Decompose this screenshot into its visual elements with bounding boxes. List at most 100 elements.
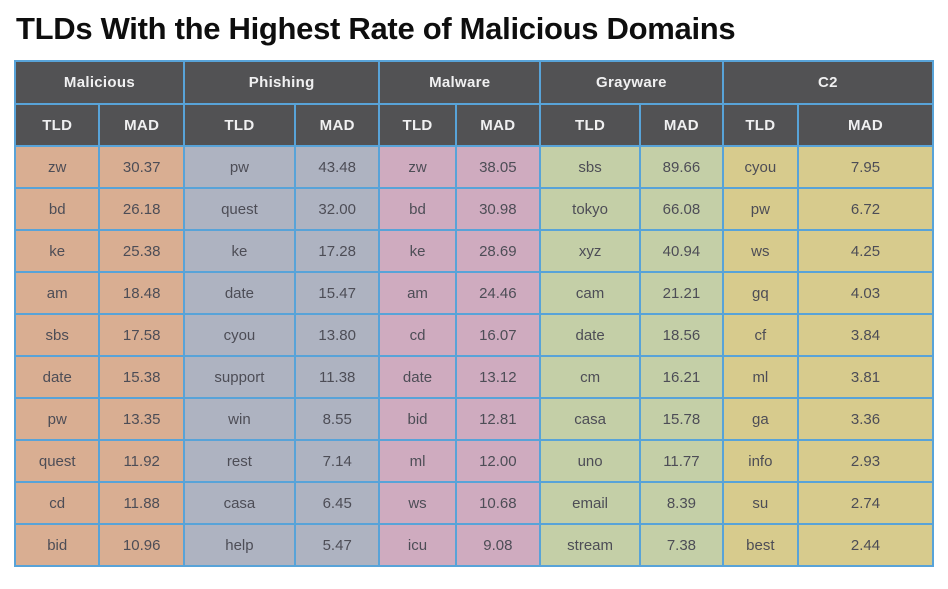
- tld-cell: am: [378, 271, 457, 316]
- mad-cell: 9.08: [454, 523, 542, 568]
- tld-cell: casa: [182, 481, 296, 526]
- tld-cell: win: [182, 397, 296, 442]
- tld-cell: zw: [13, 145, 101, 190]
- tld-cell: bd: [13, 187, 101, 232]
- mad-cell: 43.48: [293, 145, 381, 190]
- mad-cell: 13.12: [454, 355, 542, 400]
- mad-cell: 66.08: [639, 187, 724, 232]
- tld-cell: bid: [378, 397, 457, 442]
- tld-cell: icu: [378, 523, 457, 568]
- tld-cell: zw: [378, 145, 457, 190]
- group-header-malware: Malware: [378, 60, 542, 106]
- mad-cell: 16.07: [454, 313, 542, 358]
- mad-cell: 17.58: [98, 313, 185, 358]
- tld-cell: cyou: [721, 145, 799, 190]
- mad-cell: 16.21: [639, 355, 724, 400]
- table-row: zw 30.37 pw 43.48 zw 38.05 sbs 89.66 cyou 7.95: [13, 145, 935, 190]
- table-body: zw 30.37 pw 43.48 zw 38.05 sbs 89.66 cyou 7.95 bd 2…: [13, 145, 935, 568]
- tld-cell: cf: [721, 313, 799, 358]
- mad-cell: 12.81: [454, 397, 542, 442]
- group-header-grayware: Grayware: [539, 60, 724, 106]
- mad-cell: 11.38: [293, 355, 381, 400]
- tld-cell: best: [721, 523, 799, 568]
- mad-cell: 15.78: [639, 397, 724, 442]
- mad-cell: 7.14: [293, 439, 381, 484]
- mad-cell: 32.00: [293, 187, 381, 232]
- mad-cell: 2.74: [796, 481, 935, 526]
- tld-cell: info: [721, 439, 799, 484]
- mad-cell: 5.47: [293, 523, 381, 568]
- mad-cell: 26.18: [98, 187, 185, 232]
- sub-header-tld: TLD: [378, 103, 457, 148]
- group-header-row: Malicious Phishing Malware Grayware C2: [14, 60, 935, 106]
- mad-cell: 8.55: [293, 397, 381, 442]
- tld-cell: ke: [13, 229, 101, 274]
- group-header-c2: C2: [721, 60, 935, 106]
- table-row: sbs 17.58 cyou 13.80 cd 16.07 date 18.56 cf 3.84: [13, 313, 935, 358]
- sub-header-tld: TLD: [539, 103, 642, 148]
- sub-header-tld: TLD: [721, 103, 799, 148]
- tld-cell: sbs: [13, 313, 101, 358]
- sub-header-tld: TLD: [13, 103, 101, 148]
- tld-cell: cm: [539, 355, 642, 400]
- group-header-phishing: Phishing: [182, 60, 381, 106]
- tld-mad-table: Malicious Phishing Malware Grayware C2 T…: [13, 60, 935, 568]
- table-row: pw 13.35 win 8.55 bid 12.81 casa 15.78 ga 3.36: [13, 397, 935, 442]
- table-header: Malicious Phishing Malware Grayware C2 T…: [13, 60, 935, 148]
- mad-cell: 10.68: [454, 481, 542, 526]
- tld-cell: gq: [721, 271, 799, 316]
- mad-cell: 11.77: [639, 439, 724, 484]
- tld-cell: su: [721, 481, 799, 526]
- mad-cell: 18.48: [98, 271, 185, 316]
- mad-cell: 7.38: [639, 523, 724, 568]
- mad-cell: 6.45: [293, 481, 381, 526]
- table-row: cd 11.88 casa 6.45 ws 10.68 email 8.39 su 2.74: [13, 481, 935, 526]
- mad-cell: 25.38: [98, 229, 185, 274]
- mad-cell: 11.92: [98, 439, 185, 484]
- mad-cell: 7.95: [796, 145, 935, 190]
- tld-cell: date: [182, 271, 296, 316]
- mad-cell: 13.80: [293, 313, 381, 358]
- tld-cell: bid: [13, 523, 101, 568]
- mad-cell: 24.46: [454, 271, 542, 316]
- mad-cell: 2.93: [796, 439, 935, 484]
- table-row: bid 10.96 help 5.47 icu 9.08 stream 7.38 best 2.4…: [13, 523, 935, 568]
- mad-cell: 3.36: [796, 397, 935, 442]
- mad-cell: 10.96: [98, 523, 185, 568]
- tld-cell: ml: [721, 355, 799, 400]
- tld-cell: pw: [721, 187, 799, 232]
- mad-cell: 13.35: [98, 397, 185, 442]
- tld-cell: pw: [13, 397, 101, 442]
- mad-cell: 2.44: [796, 523, 935, 568]
- tld-cell: ga: [721, 397, 799, 442]
- tld-cell: quest: [13, 439, 101, 484]
- tld-cell: cyou: [182, 313, 296, 358]
- mad-cell: 18.56: [639, 313, 724, 358]
- tld-cell: pw: [182, 145, 296, 190]
- mad-cell: 12.00: [454, 439, 542, 484]
- tld-cell: am: [13, 271, 101, 316]
- tld-cell: sbs: [539, 145, 642, 190]
- tld-cell: quest: [182, 187, 296, 232]
- mad-cell: 38.05: [454, 145, 542, 190]
- tld-cell: ws: [721, 229, 799, 274]
- mad-cell: 28.69: [454, 229, 542, 274]
- sub-header-tld: TLD: [182, 103, 296, 148]
- mad-cell: 21.21: [639, 271, 724, 316]
- tld-cell: ke: [378, 229, 457, 274]
- table-row: date 15.38 support 11.38 date 13.12 cm 16.21 ml 3…: [13, 355, 935, 400]
- table-row: am 18.48 date 15.47 am 24.46 cam 21.21 gq 4.03: [13, 271, 935, 316]
- mad-cell: 6.72: [796, 187, 935, 232]
- sub-header-row: TLD MAD TLD MAD TLD MAD TLD MAD TLD MAD: [13, 103, 935, 148]
- mad-cell: 11.88: [98, 481, 185, 526]
- mad-cell: 89.66: [639, 145, 724, 190]
- table-row: quest 11.92 rest 7.14 ml 12.00 uno 11.77 info 2.9…: [13, 439, 935, 484]
- tld-cell: ws: [378, 481, 457, 526]
- sub-header-mad: MAD: [796, 103, 935, 148]
- sub-header-mad: MAD: [639, 103, 724, 148]
- tld-cell: date: [539, 313, 642, 358]
- tld-cell: uno: [539, 439, 642, 484]
- mad-cell: 30.98: [454, 187, 542, 232]
- tld-cell: email: [539, 481, 642, 526]
- tld-cell: help: [182, 523, 296, 568]
